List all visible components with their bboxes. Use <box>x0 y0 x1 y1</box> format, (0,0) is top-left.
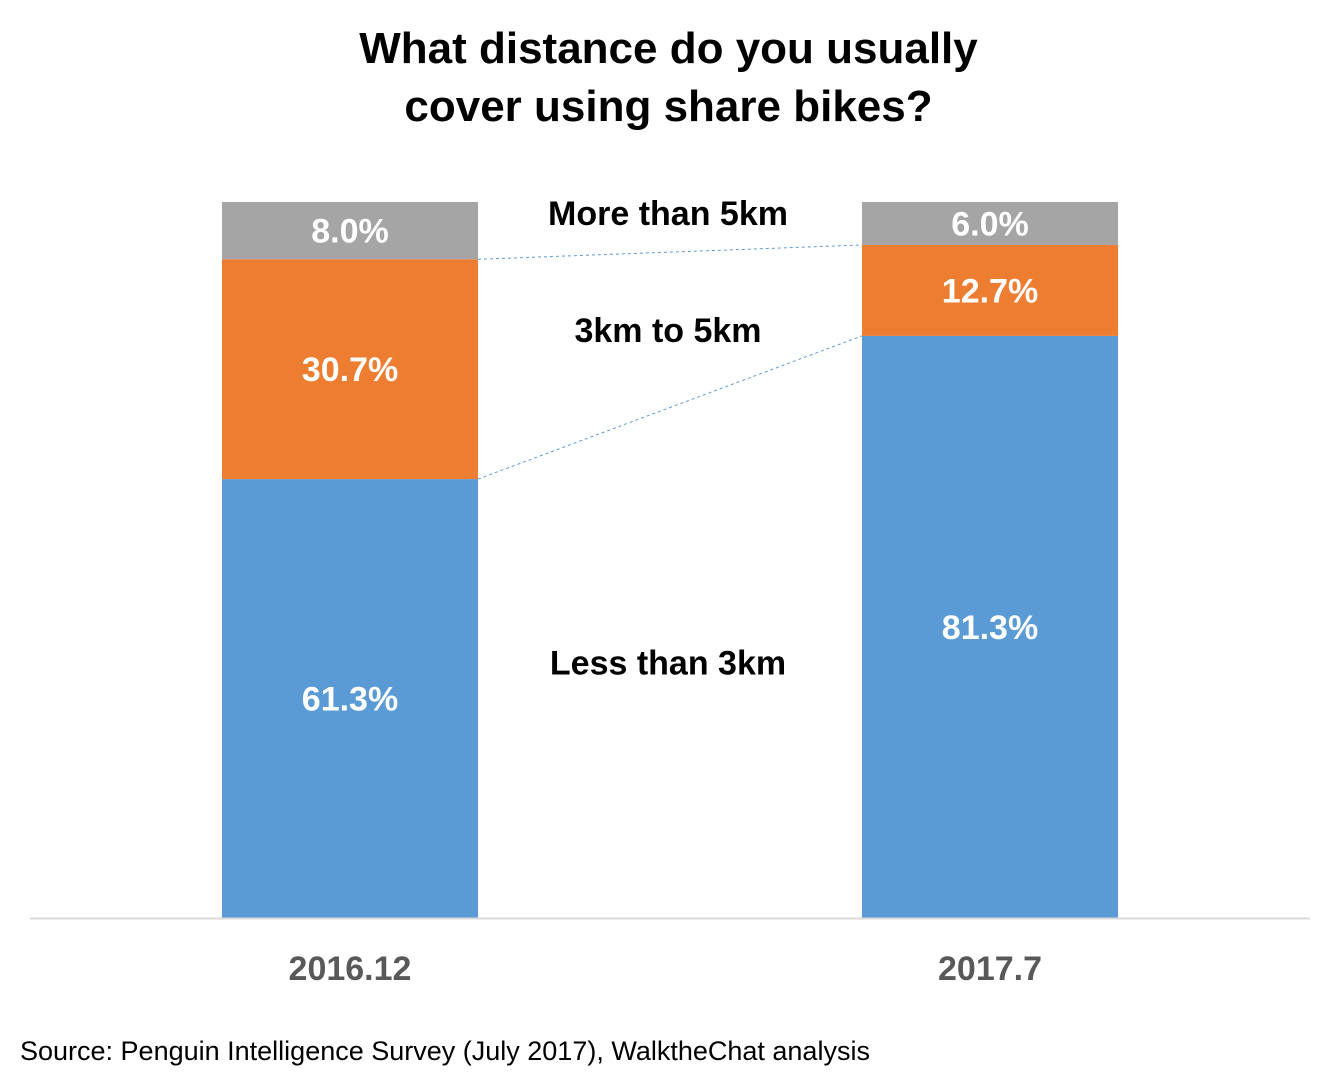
bar-segment-2016.12-less-than-3km <box>222 479 478 918</box>
connector-line <box>477 244 863 260</box>
bar-segment-2016.12-more-than-5km <box>222 202 478 260</box>
bar-segment-2017.7-less-than-3km <box>862 335 1118 919</box>
series-label: Less than 3km <box>550 645 786 683</box>
data-label: 12.7% <box>942 272 1038 310</box>
source-note: Source: Penguin Intelligence Survey (Jul… <box>20 1036 870 1066</box>
x-tick-label: 2017.7 <box>938 950 1042 988</box>
bar-segment-2017.7-3km-to-5km <box>862 244 1118 336</box>
x-tick-label: 2016.12 <box>289 950 412 988</box>
series-label: 3km to 5km <box>574 312 761 350</box>
bar-segment-2017.7-more-than-5km <box>862 202 1118 245</box>
connector-line <box>477 335 863 480</box>
data-label: 30.7% <box>302 351 398 389</box>
bar-segment-2016.12-3km-to-5km <box>222 259 478 480</box>
series-label: More than 5km <box>548 195 788 233</box>
data-label: 81.3% <box>942 609 1038 647</box>
chart-title-line-1: What distance do you usually <box>359 24 978 73</box>
data-label: 6.0% <box>951 205 1029 243</box>
chart-title: What distance do you usually cover using… <box>0 20 1337 136</box>
data-label: 61.3% <box>302 681 398 719</box>
data-label: 8.0% <box>311 213 389 251</box>
chart-title-line-2: cover using share bikes? <box>404 82 933 131</box>
